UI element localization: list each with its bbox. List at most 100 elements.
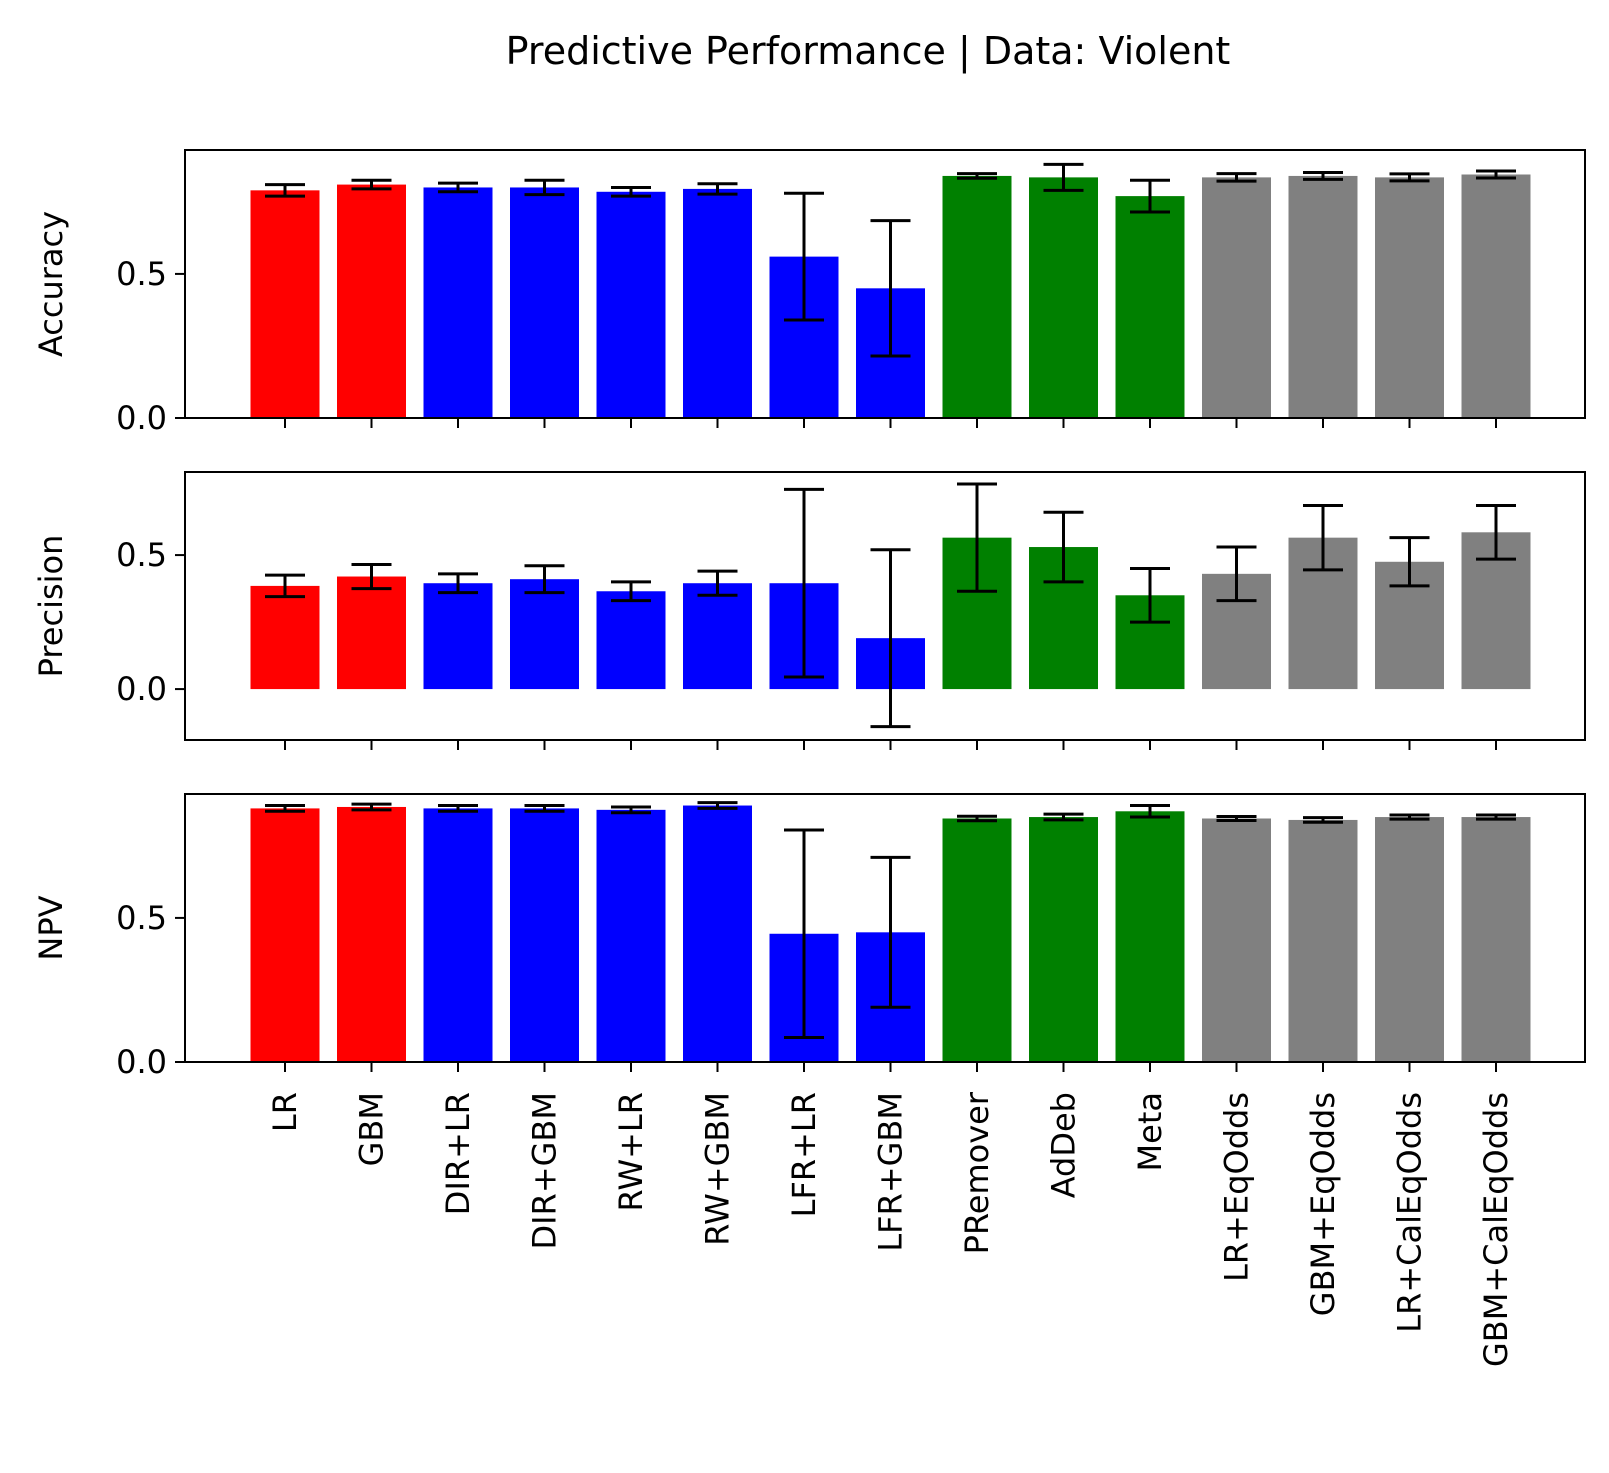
error-bar-Meta <box>1130 804 1170 819</box>
y-axis-label: NPV <box>32 895 70 960</box>
bar-DIR+LR <box>423 583 493 690</box>
error-bar-RW+GBM <box>697 801 738 810</box>
bar-RW+LR <box>596 809 666 1062</box>
error-bar-PRemover <box>957 482 997 593</box>
bar-DIR+GBM <box>510 808 579 1062</box>
error-bar-GBM+CalEqOdds <box>1476 504 1516 561</box>
error-bar-GBM+CalEqOdds <box>1476 169 1516 180</box>
bar-LR <box>250 585 320 690</box>
x-tick-label: LFR+LR <box>785 1092 823 1217</box>
bar-GBM+EqOdds <box>1288 175 1358 418</box>
bar-AdDeb <box>1029 177 1098 418</box>
bar-Meta <box>1115 811 1185 1062</box>
error-bar-GBM+EqOdds <box>1303 504 1343 572</box>
error-bar-RW+GBM <box>697 569 738 597</box>
bar-LR+EqOdds <box>1202 818 1271 1062</box>
bar-LR <box>250 808 320 1062</box>
error-bar-DIR+GBM <box>524 804 565 813</box>
error-bar-RW+LR <box>611 580 651 603</box>
error-bar-LR <box>265 804 305 813</box>
x-tick-label: DIR+GBM <box>526 1092 564 1249</box>
x-tick-label: GBM+EqOdds <box>1304 1092 1342 1316</box>
error-bar-RW+LR <box>611 805 651 815</box>
error-bar-LR+CalEqOdds <box>1389 536 1430 588</box>
panel-precision: 0.0 0.5 Precision <box>32 471 1586 750</box>
x-tick-label: Meta <box>1131 1092 1169 1171</box>
chart-panels: 0.0 0.5 Accuracy 0.0 0.5 Precision 0.0 0.5 NPV <box>32 149 1586 1081</box>
bar-Meta <box>1115 196 1185 418</box>
error-bar-GBM+CalEqOdds <box>1476 813 1516 821</box>
error-bar-LR <box>265 573 305 599</box>
error-bar-LR+EqOdds <box>1216 814 1257 823</box>
x-tick-labels: LR GBM DIR+LR DIR+GBM RW+LR RW+GBM LFR+LR LFR+G… <box>266 1091 1515 1367</box>
x-tick-label: GBM <box>353 1092 391 1166</box>
bar-GBM <box>337 576 406 690</box>
axes-frame <box>184 149 1586 419</box>
bar-RW+GBM <box>683 805 752 1062</box>
error-bar-GBM <box>351 802 392 812</box>
error-bar-Meta <box>1130 178 1170 214</box>
axes-frame <box>184 793 1586 1063</box>
bar-PRemover <box>942 818 1012 1062</box>
error-bar-LR+EqOdds <box>1216 172 1257 183</box>
error-bar-DIR+GBM <box>524 564 565 595</box>
y-tick-label: 0.0 <box>116 670 167 708</box>
error-bar-LR+CalEqOdds <box>1389 172 1430 183</box>
y-axis-label: Precision <box>32 535 70 678</box>
bar-PRemover <box>942 175 1012 418</box>
x-tick-label: GBM+CalEqOdds <box>1477 1092 1515 1367</box>
y-tick-label: 0.0 <box>116 1043 167 1081</box>
error-bar-LR <box>265 183 305 198</box>
bar-LR <box>250 190 320 418</box>
error-bar-LFR+GBM <box>870 855 911 1009</box>
x-tick-label: PRemover <box>958 1091 996 1254</box>
error-bar-RW+LR <box>611 185 651 198</box>
bar-LR+EqOdds <box>1202 177 1271 418</box>
error-bar-LFR+LR <box>784 487 824 679</box>
y-tick-label: 0.5 <box>116 899 167 937</box>
bar-RW+GBM <box>683 583 752 690</box>
y-tick-label: 0.0 <box>116 399 167 437</box>
error-bar-LFR+LR <box>784 191 824 322</box>
error-bar-PRemover <box>957 172 997 180</box>
bar-GBM+CalEqOdds <box>1461 817 1531 1062</box>
bar-DIR+LR <box>423 808 493 1062</box>
x-tick-label: RW+LR <box>612 1092 650 1211</box>
error-bar-AdDeb <box>1043 510 1084 584</box>
x-tick-label: LR+CalEqOdds <box>1391 1092 1429 1333</box>
error-bar-LFR+GBM <box>870 219 911 358</box>
x-tick-label: LR <box>266 1092 304 1132</box>
bar-LR+CalEqOdds <box>1375 177 1444 418</box>
bar-RW+LR <box>596 591 666 690</box>
bar-RW+GBM <box>683 188 752 418</box>
error-bar-GBM <box>351 178 392 191</box>
y-tick-label: 0.5 <box>116 536 167 574</box>
error-bar-AdDeb <box>1043 812 1084 822</box>
error-bar-LR+EqOdds <box>1216 545 1257 603</box>
error-bar-GBM+EqOdds <box>1303 170 1343 181</box>
panel-accuracy: 0.0 0.5 Accuracy <box>32 149 1586 437</box>
bar-GBM+EqOdds <box>1288 819 1358 1062</box>
error-bar-PRemover <box>957 814 997 823</box>
error-bar-Meta <box>1130 566 1170 624</box>
error-bar-RW+GBM <box>697 182 738 196</box>
error-bar-GBM+EqOdds <box>1303 816 1343 824</box>
error-bar-DIR+GBM <box>524 178 565 197</box>
error-bar-DIR+LR <box>438 181 478 194</box>
error-bar-DIR+LR <box>438 804 478 813</box>
x-tick-label: DIR+LR <box>439 1092 477 1215</box>
x-tick-label: LR+EqOdds <box>1218 1092 1256 1282</box>
axes-frame <box>184 471 1586 741</box>
error-bar-GBM <box>351 562 392 591</box>
error-bar-LR+CalEqOdds <box>1389 813 1430 821</box>
bar-DIR+LR <box>423 187 493 418</box>
error-bar-LFR+LR <box>784 828 824 1040</box>
x-tick-label: RW+GBM <box>699 1092 737 1246</box>
bar-DIR+GBM <box>510 579 579 690</box>
x-tick-label: LFR+GBM <box>872 1092 910 1252</box>
x-tick-label: AdDeb <box>1045 1092 1083 1198</box>
bar-GBM <box>337 806 406 1062</box>
panel-npv: 0.0 0.5 NPV <box>32 793 1586 1081</box>
error-bar-DIR+LR <box>438 572 478 595</box>
